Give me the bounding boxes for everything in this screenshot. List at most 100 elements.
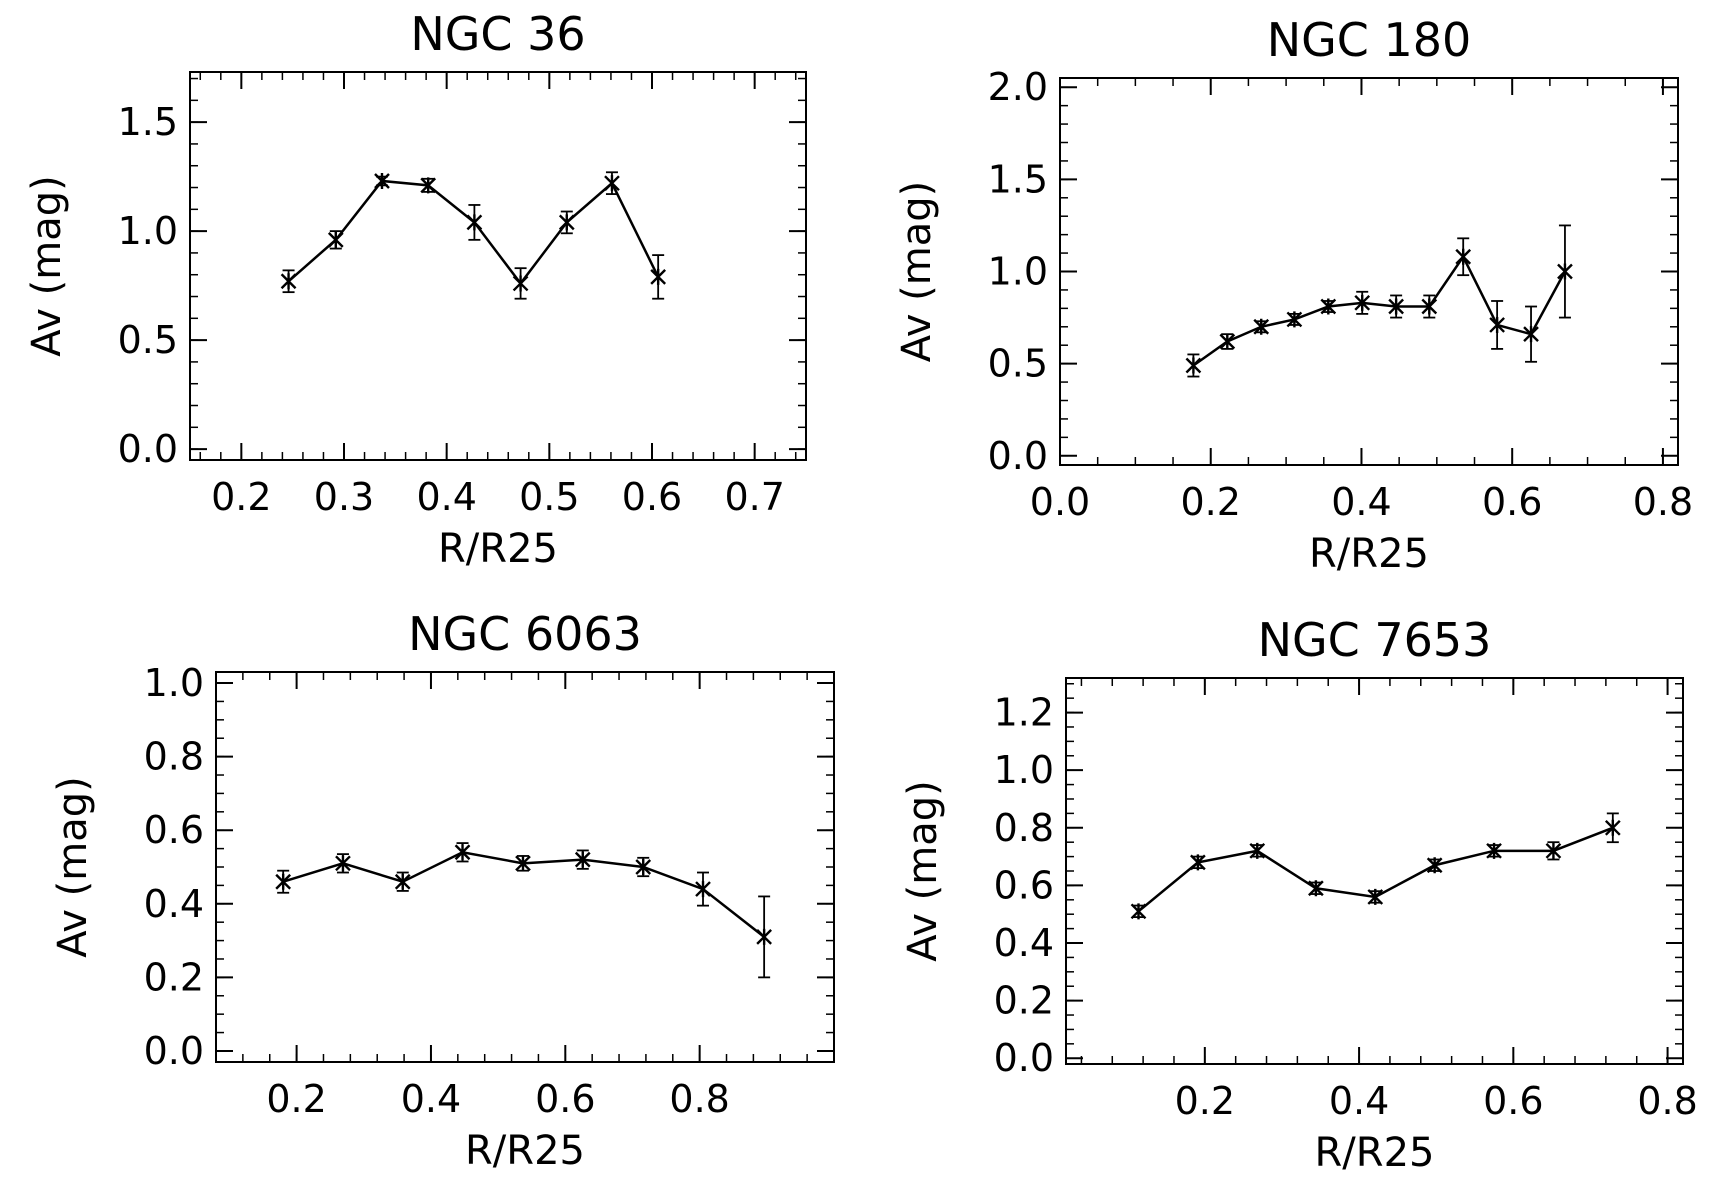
chart-title: NGC 6063 <box>408 607 642 661</box>
x-tick-label: 0.2 <box>211 475 271 519</box>
x-tick-label: 0.0 <box>1030 480 1090 524</box>
y-axis-label: Av (mag) <box>24 175 70 356</box>
x-tick-label: 0.6 <box>622 475 682 519</box>
y-tick-label: 1.0 <box>994 748 1054 792</box>
y-tick-label: 0.5 <box>118 318 178 362</box>
chart-title: NGC 180 <box>1267 13 1472 67</box>
data-point <box>604 175 620 192</box>
y-axis-label: Av (mag) <box>894 181 940 362</box>
y-tick-label: 0.6 <box>994 863 1054 907</box>
data-point <box>1320 298 1337 315</box>
x-tick-label: 0.4 <box>401 1077 461 1121</box>
x-tick-label: 0.2 <box>1175 1079 1235 1123</box>
x-tick-label: 0.8 <box>1633 480 1693 524</box>
x-axis-label: R/R25 <box>1309 531 1429 577</box>
data-point <box>1130 903 1147 920</box>
x-tick-label: 0.2 <box>266 1077 326 1121</box>
data-point <box>420 177 437 194</box>
data-point <box>558 214 575 231</box>
x-tick-label: 0.6 <box>535 1077 595 1121</box>
data-point <box>1219 333 1236 350</box>
chart-ngc-6063: 0.2 0.4 0.6 0.8 0.0 0.2 0.4 0.6 0.8 1.0 NGC 6063 R/… <box>50 607 835 1174</box>
chart-ngc-180: 0.0 0.2 0.4 0.6 0.8 0.0 0.5 1.0 1.5 2.0 NGC 180 R/R… <box>894 13 1693 577</box>
data-point <box>1190 854 1206 871</box>
plot-frame <box>1065 677 1684 1065</box>
data-point <box>466 214 483 231</box>
data-point <box>1308 880 1324 897</box>
y-tick-label: 0.0 <box>988 434 1048 478</box>
x-tick-label: 0.6 <box>1483 1079 1543 1123</box>
data-point <box>635 859 652 875</box>
data-point <box>1421 298 1438 315</box>
data-point <box>1486 842 1502 859</box>
data-point <box>756 928 772 945</box>
data-point <box>1185 357 1202 374</box>
data-point <box>1354 294 1371 311</box>
data-point <box>1388 298 1404 315</box>
chart-title: NGC 36 <box>410 7 585 61</box>
data-point <box>650 268 667 285</box>
data-point <box>454 844 471 861</box>
data-point <box>335 855 351 872</box>
data-point <box>275 873 292 890</box>
data-point <box>515 855 531 872</box>
series-line <box>287 179 660 286</box>
x-tick-label: 0.6 <box>1482 480 1542 524</box>
data-point <box>1367 888 1384 905</box>
data-point <box>1455 248 1472 265</box>
y-tick-label: 1.0 <box>118 209 178 253</box>
x-tick-label: 0.4 <box>1331 480 1391 524</box>
chart-ngc-7653: 0.2 0.4 0.6 0.8 0.0 0.2 0.4 0.6 0.8 1.0 1.2 NGC 765… <box>900 613 1698 1176</box>
x-tick-label: 0.4 <box>1329 1079 1389 1123</box>
data-point <box>1604 819 1621 836</box>
y-tick-label: 1.0 <box>144 661 204 705</box>
y-axis-label: Av (mag) <box>50 776 96 957</box>
data-point <box>1426 857 1443 874</box>
y-tick-label: 0.0 <box>994 1036 1054 1080</box>
y-tick-label: 0.4 <box>144 882 204 926</box>
y-tick-label: 1.0 <box>988 250 1048 294</box>
chart-title: NGC 7653 <box>1258 613 1492 667</box>
x-tick-label: 0.7 <box>724 475 784 519</box>
y-tick-label: 0.2 <box>144 955 204 999</box>
chart-ngc-36: 0.2 0.3 0.4 0.5 0.6 0.7 0.0 0.5 1.0 1.5 NGC 36 R/R2… <box>24 7 807 572</box>
data-point <box>327 231 344 248</box>
data-point <box>695 881 711 898</box>
y-tick-label: 0.4 <box>994 921 1054 965</box>
y-tick-label: 0.0 <box>118 427 178 471</box>
data-point <box>1557 263 1573 280</box>
data-point <box>1545 842 1562 859</box>
x-axis-label: R/R25 <box>1315 1130 1435 1176</box>
series-line <box>1192 254 1567 367</box>
y-tick-label: 1.5 <box>118 100 178 144</box>
data-point <box>1523 326 1539 343</box>
plot-frame <box>1059 77 1679 466</box>
y-tick-label: 0.8 <box>144 735 204 779</box>
x-axis-label: R/R25 <box>438 526 558 572</box>
y-axis-label: Av (mag) <box>900 780 946 961</box>
x-axis-label: R/R25 <box>465 1128 585 1174</box>
x-tick-label: 0.5 <box>519 475 579 519</box>
x-tick-label: 0.3 <box>314 475 374 519</box>
y-tick-label: 1.2 <box>994 691 1054 735</box>
y-tick-label: 0.6 <box>144 808 204 852</box>
data-point <box>512 275 529 292</box>
x-tick-label: 0.2 <box>1181 480 1241 524</box>
data-point <box>280 273 297 290</box>
y-tick-label: 2.0 <box>988 65 1048 109</box>
data-point <box>394 873 411 890</box>
y-tick-label: 0.2 <box>994 979 1054 1023</box>
data-point <box>1249 842 1266 859</box>
plot-frame <box>189 71 807 461</box>
data-point <box>1253 318 1270 335</box>
x-tick-label: 0.8 <box>669 1077 729 1121</box>
y-tick-label: 0.5 <box>988 342 1048 386</box>
y-tick-label: 0.8 <box>994 806 1054 850</box>
y-tick-label: 1.5 <box>988 157 1048 201</box>
x-tick-label: 0.8 <box>1637 1079 1697 1123</box>
data-point <box>1286 311 1303 328</box>
data-point <box>374 172 390 189</box>
y-tick-label: 0.0 <box>144 1029 204 1073</box>
data-point <box>1489 316 1505 333</box>
